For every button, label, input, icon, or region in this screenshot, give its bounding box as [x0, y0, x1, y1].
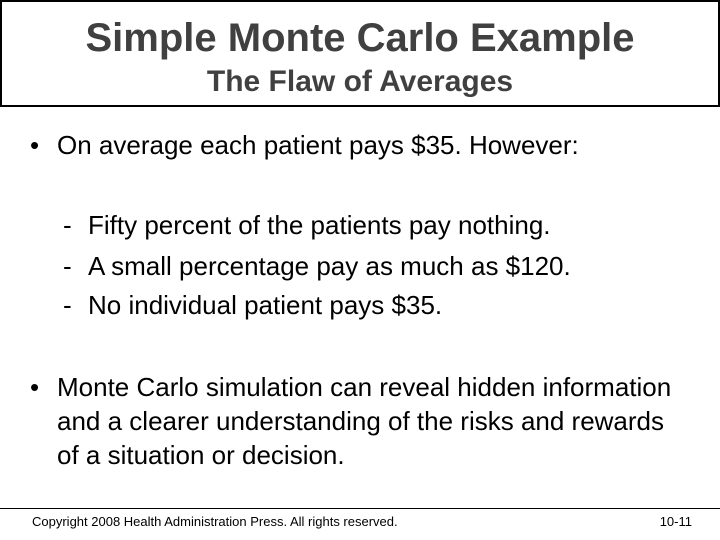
slide-title: Simple Monte Carlo Example — [85, 16, 635, 60]
bullet-text: On average each patient pays $35. Howeve… — [57, 130, 579, 160]
bullet-text: Monte Carlo simulation can reveal hidden… — [57, 372, 672, 470]
subbullet-text: A small percentage pay as much as $120. — [88, 251, 571, 281]
footer-page-number: 10-11 — [659, 514, 692, 529]
subbullet-text: No individual patient pays $35. — [88, 290, 443, 320]
subbullet-text: Fifty percent of the patients pay nothin… — [88, 210, 551, 240]
subbullet-marker: - — [63, 251, 72, 281]
subbullet-marker: - — [63, 210, 72, 240]
subbullet-marker: - — [63, 290, 72, 320]
footer-divider — [0, 508, 720, 509]
title-box: Simple Monte Carlo Example The Flaw of A… — [0, 0, 720, 107]
slide-subtitle: The Flaw of Averages — [206, 65, 514, 98]
footer-copyright: Copyright 2008 Health Administration Pre… — [32, 514, 398, 529]
bullet-marker: • — [30, 130, 40, 160]
bullet-marker: • — [30, 372, 40, 402]
